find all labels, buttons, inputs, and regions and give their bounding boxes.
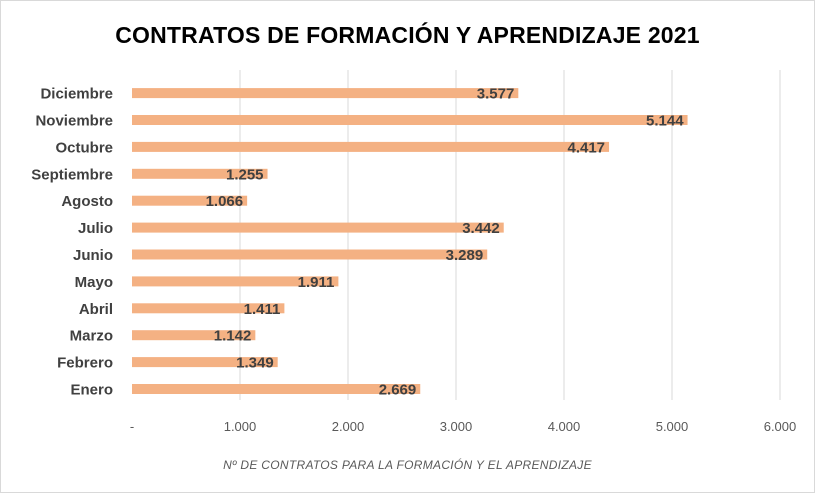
x-axis-title: Nº DE CONTRATOS PARA LA FORMACIÓN Y EL A… (223, 458, 592, 472)
data-label: 1.411 (244, 301, 281, 318)
x-tick-label: 5.000 (656, 419, 689, 434)
category-label: Agosto (61, 193, 113, 210)
data-label: 1.142 (214, 328, 252, 345)
category-label: Junio (73, 247, 113, 264)
data-label: 1.349 (236, 355, 274, 372)
category-label: Febrero (57, 355, 113, 372)
data-label: 5.144 (646, 113, 684, 130)
x-tick-label: 6.000 (764, 419, 797, 434)
bar-octubre (132, 141, 610, 152)
data-label: 4.417 (567, 139, 605, 156)
data-label: 1.911 (298, 274, 335, 291)
data-label: 2.669 (379, 382, 417, 399)
x-tick-label: 3.000 (440, 419, 473, 434)
x-tick-label: - (130, 419, 134, 434)
data-label: 3.442 (462, 220, 500, 237)
bar-septiembre (132, 168, 268, 179)
bar-junio (132, 249, 488, 260)
data-label: 3.577 (477, 86, 515, 103)
bar-marzo (132, 330, 256, 341)
bar-enero (132, 384, 421, 394)
bar-mayo (132, 276, 339, 287)
category-label: Septiembre (31, 166, 113, 183)
category-label: Mayo (75, 274, 113, 291)
bar-noviembre (132, 115, 688, 125)
bar-julio (132, 222, 504, 233)
bar-abril (132, 303, 285, 314)
category-label: Enero (70, 382, 113, 399)
bar-agosto (132, 195, 248, 206)
data-label: 3.289 (446, 247, 484, 264)
category-label: Diciembre (40, 86, 113, 103)
x-tick-label: 1.000 (224, 419, 257, 434)
category-label: Abril (79, 301, 113, 318)
chart-title: CONTRATOS DE FORMACIÓN Y APRENDIZAJE 202… (115, 22, 700, 48)
bar-diciembre (132, 88, 519, 99)
x-tick-label: 4.000 (548, 419, 581, 434)
category-label: Julio (78, 220, 113, 237)
category-label: Marzo (70, 328, 113, 345)
data-label: 1.066 (206, 193, 244, 210)
category-label: Noviembre (35, 113, 113, 130)
x-tick-label: 2.000 (332, 419, 365, 434)
bar-febrero (132, 357, 278, 368)
category-label: Octubre (55, 139, 113, 156)
data-label: 1.255 (226, 166, 264, 183)
